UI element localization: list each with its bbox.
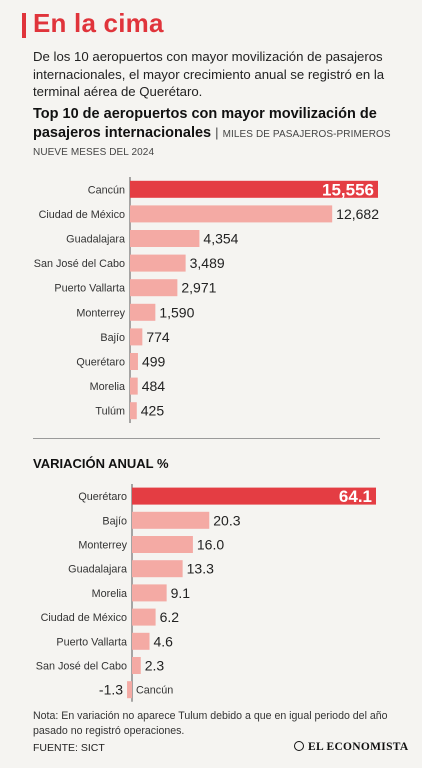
chart1-category-label: Morelia — [90, 381, 125, 393]
brand-mark-icon — [294, 741, 304, 751]
chart-annual-variation: Querétaro 64.1 Bajío 20.3 Monterrey 16.0 Guada… — [36, 484, 376, 702]
section-divider — [33, 438, 380, 439]
chart2-value-label: 16.0 — [197, 537, 224, 553]
chart2-category-label: Bajío — [102, 515, 127, 527]
chart1-title: Top 10 de aeropuertos con mayor moviliza… — [33, 106, 377, 141]
chart2-category-label: Monterrey — [78, 540, 127, 552]
chart2-value-label: 4.6 — [154, 633, 174, 649]
chart1-bar — [130, 353, 138, 370]
chart1-category-label: Puerto Vallarta — [54, 283, 125, 295]
chart2-value-label: 64.1 — [339, 487, 372, 506]
chart1-separator: | — [215, 124, 219, 140]
brand-name: EL ECONOMISTA — [308, 741, 409, 753]
chart1-category-label: Ciudad de México — [39, 209, 125, 221]
chart2-bar — [132, 487, 376, 505]
page-title: En la cima — [33, 8, 164, 38]
chart1-bar — [130, 279, 178, 297]
chart1-value-label: 425 — [141, 403, 165, 419]
chart2-value-label: 9.1 — [171, 585, 191, 601]
intro-text: De los 10 aeropuertos con mayor moviliza… — [33, 49, 385, 99]
chart1-bar — [130, 254, 186, 272]
chart1-unit: MILES DE PASAJEROS-PRIMEROS NUEVE MESES … — [33, 128, 391, 159]
chart1-category-label: Guadalajara — [66, 234, 125, 246]
chart2-category-label: Guadalajara — [68, 564, 127, 576]
chart1-value-label: 484 — [142, 378, 166, 394]
chart2-value-label: 2.3 — [145, 658, 165, 674]
chart2-bar — [132, 536, 193, 553]
chart2-category-label: Querétaro — [78, 491, 127, 503]
source-label: FUENTE: SICT — [33, 742, 105, 754]
chart2-bar — [132, 560, 183, 578]
chart1-bar — [130, 303, 156, 321]
chart2-bar — [132, 632, 150, 650]
chart-passengers: Cancún 15,556 Ciudad de México 12,682 Guadal… — [34, 177, 379, 423]
title-accent-bar — [22, 13, 26, 38]
chart2-category-label: Puerto Vallarta — [56, 636, 127, 648]
chart1-value-label: 3,489 — [190, 255, 225, 271]
chart2-title: VARIACIÓN ANUAL % — [33, 456, 169, 471]
chart1-value-label: 4,354 — [203, 231, 238, 247]
chart1-bar — [130, 402, 137, 420]
chart2-value-label: 6.2 — [160, 609, 180, 625]
chart2-category-label: Ciudad de México — [41, 612, 127, 624]
chart1-value-label: 2,971 — [181, 280, 216, 296]
brand-logo: EL ECONOMISTA — [294, 741, 409, 753]
chart1-bar — [130, 180, 378, 198]
chart1-category-label: Cancún — [88, 184, 125, 196]
chart2-bar — [132, 584, 167, 602]
chart1-category-label: San José del Cabo — [34, 258, 125, 270]
chart1-category-label: Tulúm — [95, 406, 125, 418]
footnote: Nota: En variación no aparece Tulum debi… — [33, 710, 388, 737]
chart2-value-label: 13.3 — [187, 561, 214, 577]
chart2-value-label: -1.3 — [99, 682, 123, 698]
chart1-category-label: Querétaro — [76, 357, 125, 369]
chart2-bar — [132, 657, 141, 674]
chart1-value-label: 499 — [142, 354, 166, 370]
chart2-bar — [127, 681, 132, 699]
chart1-category-label: Bajío — [100, 332, 125, 344]
chart1-bar — [130, 230, 200, 247]
chart1-category-label: Monterrey — [76, 307, 125, 319]
chart2-bar — [132, 608, 156, 626]
chart1-value-label: 15,556 — [322, 180, 374, 199]
chart1-bar — [130, 205, 333, 223]
chart2-category-label: San José del Cabo — [36, 661, 127, 673]
chart1-heading: Top 10 de aeropuertos con mayor moviliza… — [33, 106, 413, 162]
chart1-bar — [130, 377, 138, 395]
chart2-value-label: 20.3 — [213, 512, 240, 528]
chart1-value-label: 1,590 — [159, 304, 194, 320]
chart2-category-label: Morelia — [92, 588, 127, 600]
chart1-value-label: 774 — [146, 329, 170, 345]
chart1-bar — [130, 328, 143, 346]
chart1-value-label: 12,682 — [336, 206, 379, 222]
chart2-category-label: Cancún — [136, 685, 173, 697]
chart2-bar — [132, 511, 210, 529]
